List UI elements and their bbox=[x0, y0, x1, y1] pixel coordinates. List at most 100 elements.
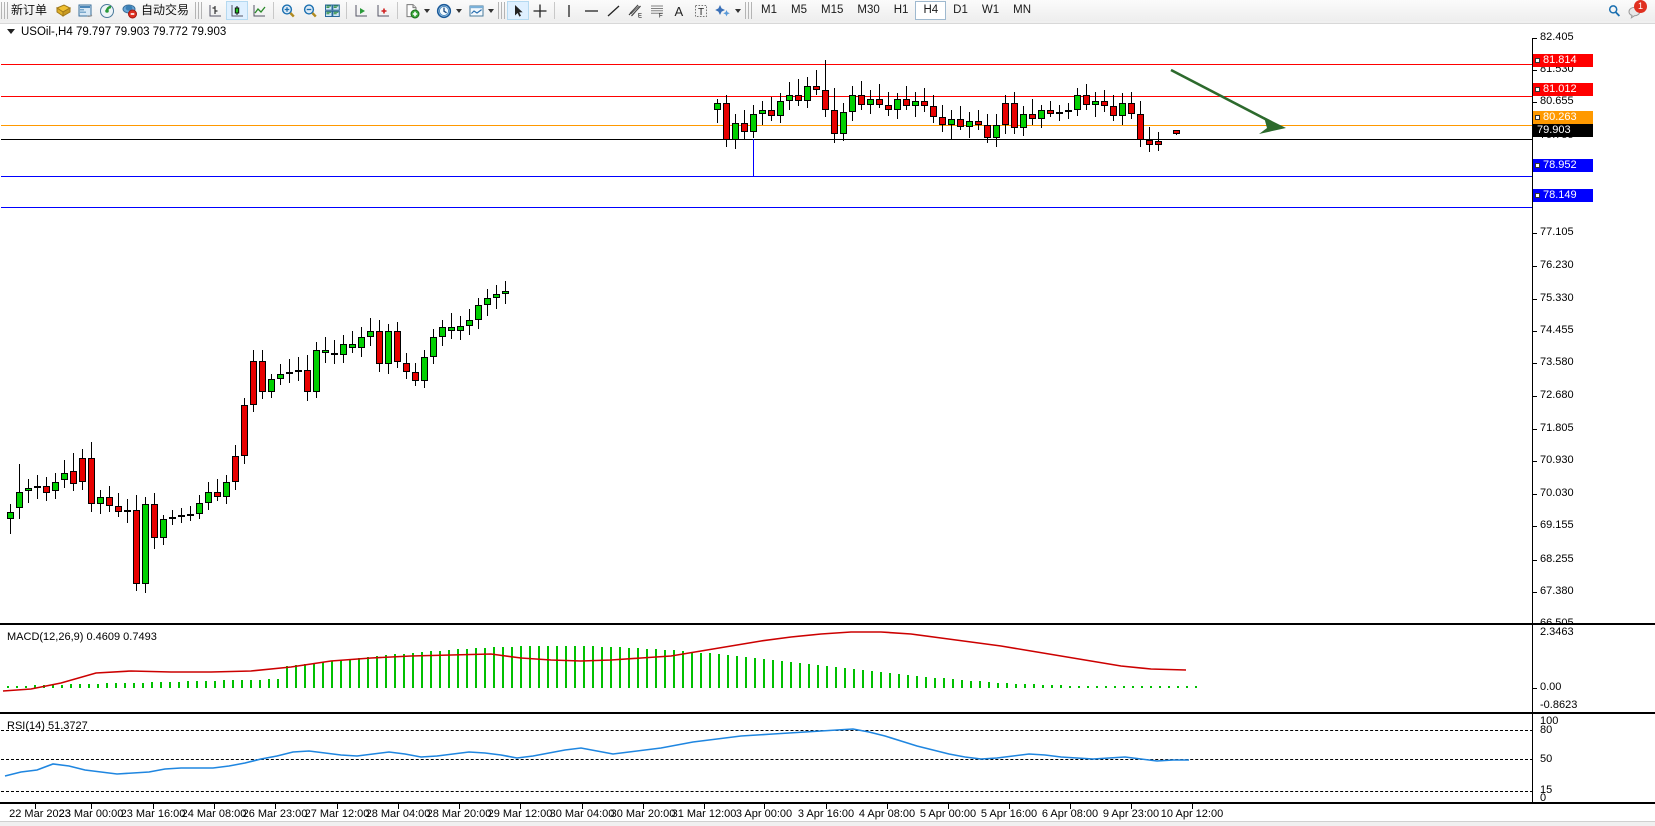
timeframe-w1[interactable]: W1 bbox=[981, 4, 1000, 16]
templates-dropdown-caret[interactable] bbox=[488, 8, 495, 13]
candle-body bbox=[331, 353, 338, 356]
price-level-tag-support[interactable]: 78.149 bbox=[1533, 188, 1593, 202]
macd-histogram-bar bbox=[1069, 685, 1071, 688]
zoom-out-icon[interactable] bbox=[299, 1, 321, 20]
price-level-knob[interactable] bbox=[1535, 87, 1540, 93]
price-level-tag-support[interactable]: 78.952 bbox=[1533, 159, 1593, 173]
autotrading-icon[interactable] bbox=[118, 1, 140, 20]
candle-wick bbox=[1050, 100, 1051, 118]
toolbar-grip-4[interactable] bbox=[745, 2, 753, 19]
price-level-tag-resistance[interactable]: 81.012 bbox=[1533, 83, 1593, 97]
timeframe-m5[interactable]: M5 bbox=[791, 4, 807, 16]
tile-windows-icon[interactable] bbox=[321, 1, 343, 20]
price-level-line-80-263[interactable] bbox=[1, 125, 1533, 126]
text-label-icon[interactable]: T bbox=[690, 1, 712, 20]
price-y-axis[interactable]: 82.40581.53080.65579.75578.00577.10576.2… bbox=[1532, 31, 1655, 629]
macd-histogram-bar bbox=[520, 646, 522, 688]
line-chart-icon[interactable] bbox=[248, 1, 270, 20]
macd-histogram-bar bbox=[1096, 685, 1098, 688]
text-icon[interactable]: A bbox=[668, 1, 690, 20]
templates-icon[interactable] bbox=[465, 1, 487, 20]
price-level-knob[interactable] bbox=[1535, 57, 1540, 63]
alerts-icon[interactable]: 1 bbox=[1625, 0, 1647, 20]
horizontal-line-icon[interactable] bbox=[580, 1, 602, 20]
candle-wick bbox=[924, 87, 925, 112]
macd-histogram-bar bbox=[403, 653, 405, 688]
macd-histogram-bar bbox=[349, 659, 351, 688]
candle-body bbox=[223, 482, 230, 498]
price-level-tag-resistance[interactable]: 81.814 bbox=[1533, 53, 1593, 67]
candle-body bbox=[196, 502, 203, 514]
fibonacci-icon[interactable]: F bbox=[646, 1, 668, 20]
rsi-pane[interactable]: RSI(14) 51.3727 100 80 50 15 0 bbox=[0, 713, 1655, 804]
macd-histogram-bar bbox=[835, 666, 837, 688]
equidistant-channel-icon[interactable]: E bbox=[624, 1, 646, 20]
candle-body bbox=[984, 124, 991, 138]
auto-scroll-icon[interactable] bbox=[372, 1, 394, 20]
period-icon[interactable] bbox=[433, 1, 455, 20]
price-level-knob[interactable] bbox=[1535, 163, 1540, 169]
crosshair-icon[interactable] bbox=[529, 1, 551, 20]
macd-histogram-bar bbox=[1195, 686, 1197, 688]
chart-menu-caret-icon[interactable] bbox=[7, 29, 15, 34]
new-order-icon[interactable] bbox=[52, 1, 74, 20]
macd-plot-area[interactable]: MACD(12,26,9) 0.4609 0.7493 bbox=[1, 625, 1533, 712]
candle-body bbox=[340, 344, 347, 356]
zoom-in-icon[interactable] bbox=[277, 1, 299, 20]
rsi-plot-area[interactable]: RSI(14) 51.3727 bbox=[1, 714, 1533, 802]
new-order-button[interactable]: 新订单 bbox=[11, 3, 48, 17]
macd-histogram-bar bbox=[565, 646, 567, 688]
rsi-y-axis[interactable]: 100 80 50 15 0 bbox=[1532, 714, 1655, 804]
timeframe-m30[interactable]: M30 bbox=[857, 4, 880, 16]
autotrading-button[interactable]: 自动交易 bbox=[141, 3, 190, 17]
timeframe-m15[interactable]: M15 bbox=[821, 4, 844, 16]
price-plot-area[interactable] bbox=[1, 38, 1533, 623]
macd-pane[interactable]: MACD(12,26,9) 0.4609 0.7493 2.3463 0.00 … bbox=[0, 624, 1655, 713]
shift-end-icon[interactable] bbox=[350, 1, 372, 20]
timeframe-h1[interactable]: H1 bbox=[893, 4, 909, 16]
period-dropdown-caret[interactable] bbox=[456, 8, 463, 13]
timeframe-d1[interactable]: D1 bbox=[953, 4, 968, 16]
price-level-line-81-814[interactable] bbox=[1, 64, 1533, 65]
candle-body bbox=[124, 509, 131, 512]
candle-body bbox=[412, 371, 419, 381]
price-level-line-78-952[interactable] bbox=[1, 176, 1533, 177]
toolbar-grip-2[interactable] bbox=[195, 2, 203, 19]
price-level-line-81-012[interactable] bbox=[1, 96, 1533, 97]
price-level-tag-current-price[interactable]: 79.903 bbox=[1533, 124, 1593, 138]
price-level-tag-pivot[interactable]: 80.263 bbox=[1533, 110, 1593, 124]
macd-y-axis[interactable]: 2.3463 0.00 -0.8623 bbox=[1532, 625, 1655, 712]
price-level-knob[interactable] bbox=[1535, 114, 1540, 120]
candle-body bbox=[133, 509, 140, 584]
price-level-knob[interactable] bbox=[1535, 192, 1540, 198]
market-watch-icon[interactable] bbox=[74, 1, 96, 20]
new-indicator-dropdown-caret[interactable] bbox=[424, 8, 431, 13]
cursor-icon[interactable] bbox=[507, 1, 530, 20]
candlestick-icon[interactable] bbox=[226, 1, 249, 20]
macd-histogram-bar bbox=[1078, 685, 1080, 688]
objects-dropdown-caret[interactable] bbox=[735, 8, 742, 13]
navigator-icon[interactable] bbox=[96, 1, 118, 20]
time-tick bbox=[275, 804, 276, 809]
timeframe-h4[interactable]: H4 bbox=[915, 1, 947, 20]
toolbar-grip[interactable] bbox=[1, 2, 8, 19]
timeframe-m1[interactable]: M1 bbox=[761, 4, 778, 16]
candle-body bbox=[1056, 111, 1063, 114]
trendline-icon[interactable] bbox=[602, 1, 624, 20]
price-level-line-79-903[interactable] bbox=[1, 139, 1533, 140]
time-tick-label: 28 Mar 04:00 bbox=[365, 808, 431, 820]
price-pane[interactable]: 82.40581.53080.65579.75578.00577.10576.2… bbox=[0, 31, 1655, 629]
timeframe-mn[interactable]: MN bbox=[1013, 4, 1031, 16]
toolbar-grip-3[interactable] bbox=[498, 2, 506, 19]
toolbar-separator-3 bbox=[397, 2, 399, 19]
search-icon[interactable] bbox=[1603, 1, 1625, 20]
new-indicator-icon[interactable] bbox=[401, 1, 423, 20]
price-level-line-78-149[interactable] bbox=[1, 207, 1533, 208]
time-tick-label: 30 Mar 04:00 bbox=[549, 808, 615, 820]
time-axis[interactable]: 22 Mar 2023 23 Mar 00:00 23 Mar 16:00 24 Ma… bbox=[0, 803, 1655, 825]
bar-chart-icon[interactable] bbox=[204, 1, 226, 20]
trend-arrow-annotation[interactable] bbox=[1, 38, 1533, 623]
vertical-line-icon[interactable] bbox=[558, 1, 580, 20]
time-tick bbox=[582, 804, 583, 809]
objects-icon[interactable] bbox=[712, 1, 734, 20]
